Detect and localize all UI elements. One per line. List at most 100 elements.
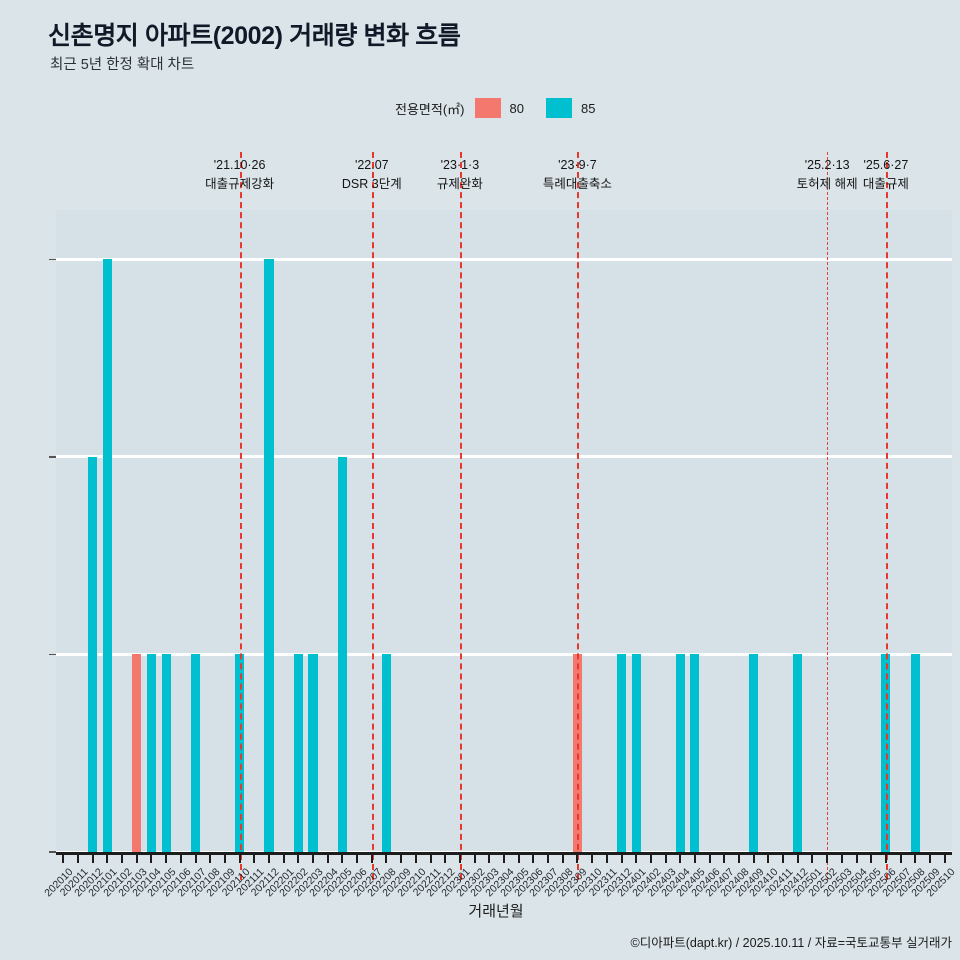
x-tick-mark — [385, 852, 388, 863]
legend-title: 전용면적(㎡) — [395, 101, 465, 117]
bar-85 — [631, 654, 641, 852]
x-tick-mark — [928, 852, 931, 863]
x-tick-mark — [297, 852, 300, 863]
x-tick-mark — [165, 852, 168, 863]
event-label: DSR 3단계 — [341, 177, 402, 192]
bar-85 — [190, 654, 201, 852]
legend-swatch-80 — [474, 98, 501, 118]
x-tick-mark — [914, 852, 917, 863]
event-line — [577, 152, 580, 880]
x-tick-mark — [370, 852, 373, 863]
x-tick-mark — [267, 852, 270, 863]
x-tick-mark — [752, 852, 755, 863]
x-tick-mark — [796, 852, 799, 863]
x-tick-mark — [826, 852, 829, 863]
event-line — [371, 152, 374, 880]
x-tick-mark — [91, 852, 94, 863]
y-tick-mark — [49, 456, 56, 458]
bar-85 — [749, 654, 759, 852]
x-tick-mark — [458, 852, 461, 863]
x-tick-mark — [77, 852, 80, 863]
event-annotation: '23·9·7 특례대출축소 — [543, 156, 612, 195]
x-tick-mark — [62, 852, 65, 863]
x-tick-mark — [679, 852, 682, 863]
x-tick-mark — [899, 852, 902, 863]
x-tick-mark — [179, 852, 182, 863]
gridline — [56, 455, 952, 459]
x-tick-mark — [223, 852, 226, 863]
x-tick-mark — [400, 852, 403, 863]
x-tick-mark — [194, 852, 197, 863]
x-tick-mark — [150, 852, 153, 863]
event-label: 대출규제강화 — [205, 177, 275, 192]
x-tick-mark — [708, 852, 711, 863]
x-tick-mark — [649, 852, 652, 863]
x-tick-mark — [532, 852, 535, 863]
x-tick-mark — [414, 852, 417, 863]
event-line — [827, 152, 829, 880]
bar-85 — [293, 654, 303, 852]
plot-area: 0123 — [49, 152, 952, 880]
x-tick-mark — [811, 852, 814, 863]
bar-85 — [146, 654, 157, 852]
page-title: 신촌명지 아파트(2002) 거래량 변화 흐름 — [48, 22, 461, 50]
bar-85 — [616, 654, 627, 852]
event-date: '22.07 — [354, 158, 389, 172]
event-annotation: '22.07 DSR 3단계 — [342, 156, 402, 195]
event-line — [239, 152, 242, 880]
bar-85 — [308, 654, 318, 852]
credit-text: ©디아파트(dapt.kr) / 2025.10.11 / 자료=국토교통부 실… — [630, 936, 953, 950]
x-tick-mark — [503, 852, 505, 863]
bar-80 — [572, 654, 582, 852]
y-tick-mark — [49, 258, 56, 261]
x-tick-mark — [444, 852, 447, 863]
x-tick-mark — [738, 852, 741, 863]
x-tick-mark — [106, 852, 109, 863]
x-tick-mark — [326, 852, 329, 863]
x-tick-mark — [238, 852, 241, 863]
gridline — [56, 652, 952, 656]
x-tick-mark — [356, 852, 359, 863]
x-tick-mark — [635, 852, 638, 863]
bar-85 — [381, 654, 392, 852]
x-tick-mark — [429, 852, 432, 863]
x-tick-mark — [576, 852, 579, 863]
event-annotation: '21.10·26 대출규제강화 — [205, 156, 274, 195]
x-tick-mark — [943, 852, 946, 863]
bar-85 — [88, 456, 98, 852]
x-tick-mark — [547, 852, 550, 863]
x-tick-mark — [341, 852, 344, 863]
legend: 전용면적(㎡) 80 85 — [395, 98, 595, 118]
x-tick-mark — [767, 852, 770, 863]
x-tick-mark — [605, 852, 608, 863]
legend-label-85: 85 — [580, 100, 596, 116]
bar-85 — [690, 654, 700, 852]
x-tick-mark — [870, 852, 873, 863]
x-tick-mark — [473, 852, 476, 863]
event-annotation: '25.6·27 대출규제 — [863, 156, 909, 195]
y-tick-mark — [49, 851, 56, 853]
event-label: 특례대출축소 — [542, 177, 612, 192]
page-subtitle: 최근 5년 한정 확대 차트 — [50, 57, 195, 73]
x-tick-mark — [488, 852, 491, 863]
x-tick-mark — [884, 852, 887, 863]
x-tick-mark — [121, 852, 124, 863]
bar-85 — [910, 654, 920, 852]
x-tick-mark — [591, 852, 594, 863]
x-axis-label: 거래년월 — [468, 903, 524, 920]
x-tick-mark — [782, 852, 785, 863]
event-date: '25.2·13 — [804, 158, 850, 172]
event-label: 대출규제 — [862, 177, 909, 192]
event-line — [885, 152, 888, 880]
x-tick-mark — [664, 852, 667, 863]
bar-85 — [161, 654, 171, 852]
x-tick-mark — [209, 852, 212, 863]
bar-85 — [793, 654, 803, 852]
bar-85 — [264, 259, 274, 852]
x-tick-mark — [135, 852, 138, 863]
y-tick-mark — [49, 653, 56, 656]
x-tick-mark — [253, 852, 256, 863]
event-label: 규제완화 — [436, 177, 483, 192]
event-annotation: '23·1·3 규제완화 — [437, 156, 483, 195]
